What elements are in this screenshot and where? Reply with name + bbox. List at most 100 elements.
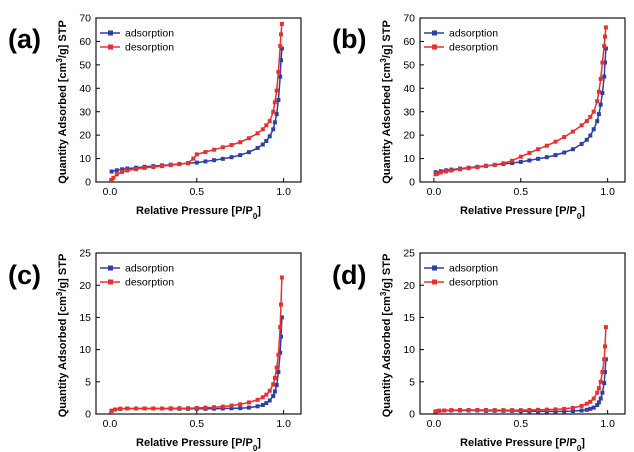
adsorption-point <box>518 159 523 164</box>
desorption-point <box>272 100 277 105</box>
adsorption-point <box>276 370 281 375</box>
desorption-point <box>475 408 480 412</box>
adsorption-point <box>274 112 279 117</box>
y-tick-label: 10 <box>403 344 415 356</box>
desorption-point <box>113 407 118 412</box>
y-tick-label: 70 <box>79 13 91 25</box>
adsorption-point <box>536 156 541 161</box>
panel-label: (c) <box>8 260 41 290</box>
adsorption-point <box>260 403 265 407</box>
legend-adsorption-label: adsorption <box>449 263 498 275</box>
desorption-point <box>255 131 260 136</box>
adsorption-point <box>260 142 265 147</box>
desorption-point <box>267 388 272 393</box>
desorption-point <box>276 352 281 357</box>
desorption-point <box>186 406 191 411</box>
x-tick-label: 1.0 <box>276 186 291 198</box>
desorption-point <box>600 60 605 65</box>
y-axis-title: Quantity Adsorbed [cm3/g] STP <box>55 20 70 184</box>
adsorption-point <box>238 406 243 411</box>
desorption-point <box>501 161 506 166</box>
desorption-point <box>595 390 600 395</box>
adsorption-point <box>255 146 260 150</box>
legend: adsorption desorption <box>100 28 174 54</box>
adsorption-point <box>271 394 276 398</box>
adsorption-point <box>271 127 276 132</box>
desorption-line <box>435 327 607 413</box>
y-tick-label: 0 <box>85 409 91 421</box>
adsorption-point <box>596 112 601 117</box>
adsorption-point <box>603 46 608 51</box>
desorption-point <box>120 169 125 174</box>
adsorption-point <box>276 98 281 102</box>
panel-c: (c) 0 5 10 15 20 25 0.0 0.5 1.0 Relative Pressure … <box>8 248 302 452</box>
series-desorption <box>109 275 284 413</box>
panel-b: (b) 0 10 20 30 40 50 60 70 0.0 0.5 1.0 Relative Pres… <box>332 13 626 221</box>
desorption-point <box>442 408 447 413</box>
y-tick-label: 15 <box>403 312 415 324</box>
adsorption-point <box>591 127 596 132</box>
y-tick-label: 40 <box>79 83 91 95</box>
adsorption-point <box>255 404 260 409</box>
y-tick-label: 50 <box>403 59 415 71</box>
adsorption-point <box>264 139 269 143</box>
desorption-point <box>118 406 123 411</box>
desorption-point <box>125 168 130 173</box>
y-tick-label: 10 <box>79 344 91 356</box>
adsorption-point <box>598 102 603 107</box>
x-tick-label: 0.5 <box>513 418 528 430</box>
desorption-point <box>134 406 138 411</box>
adsorption-point <box>562 150 567 155</box>
adsorption-point <box>229 406 234 411</box>
desorption-point <box>203 405 208 410</box>
desorption-point <box>271 109 276 114</box>
desorption-point <box>484 408 488 412</box>
adsorption-point <box>272 120 277 125</box>
desorption-point <box>603 25 608 30</box>
desorption-point <box>229 403 234 408</box>
desorption-point <box>160 406 164 411</box>
y-tick-label: 0 <box>409 177 415 189</box>
desorption-point <box>598 379 603 384</box>
adsorption-point <box>212 158 217 163</box>
desorption-point <box>151 406 156 411</box>
desorption-point <box>553 407 558 412</box>
desorption-point <box>510 158 515 163</box>
desorption-point <box>596 386 601 391</box>
desorption-point <box>220 145 225 150</box>
x-tick-label: 0.0 <box>103 186 118 198</box>
x-axis-title: Relative Pressure [P/P0] <box>460 205 585 221</box>
desorption-point <box>177 406 182 411</box>
desorption-point <box>220 404 225 409</box>
legend-desorption-marker <box>108 279 113 285</box>
desorption-point <box>191 156 196 161</box>
desorption-point <box>438 170 443 175</box>
desorption-point <box>536 147 541 152</box>
desorption-point <box>278 325 283 330</box>
adsorption-point <box>279 334 283 339</box>
desorption-point <box>600 370 605 375</box>
desorption-point <box>272 375 277 380</box>
legend-desorption-marker <box>108 44 113 50</box>
adsorption-point <box>588 406 593 411</box>
desorption-point <box>194 152 199 157</box>
desorption-point <box>527 150 532 155</box>
adsorption-point <box>579 408 584 413</box>
adsorption-line <box>111 317 283 412</box>
adsorption-point <box>591 405 596 410</box>
desorption-point <box>518 154 523 159</box>
adsorption-point <box>238 153 243 158</box>
desorption-point <box>536 407 541 412</box>
adsorption-point <box>570 147 575 152</box>
adsorption-point <box>527 158 532 163</box>
desorption-point <box>212 405 217 410</box>
adsorption-point <box>246 405 251 410</box>
desorption-point <box>255 397 260 402</box>
desorption-point <box>264 123 269 128</box>
desorption-point <box>246 400 251 405</box>
desorption-point <box>603 34 607 39</box>
desorption-point <box>458 408 462 412</box>
desorption-point <box>510 408 515 413</box>
desorption-point <box>484 164 488 169</box>
